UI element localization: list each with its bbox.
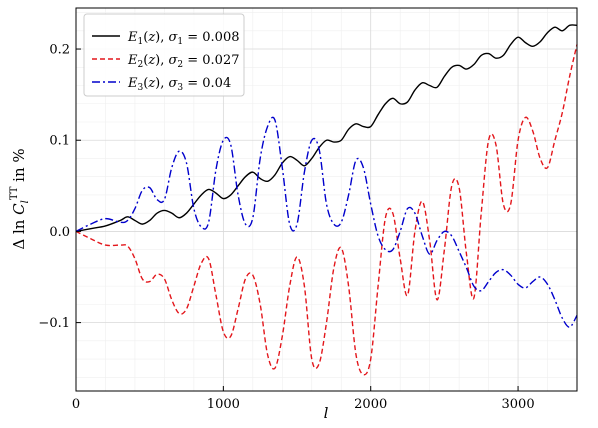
y-tick-label: −0.1 — [38, 316, 70, 331]
legend-box — [83, 13, 245, 97]
series-layer — [75, 24, 578, 376]
legend-label-e1: E1(z), σ1 = 0.008 — [127, 30, 240, 47]
tick-labels: 0 1000 2000 3000 −0.1 0.0 0.1 0.2 — [38, 43, 534, 412]
y-axis-title: Δ ln ClTT in % — [9, 148, 31, 249]
y-tick-label: 0.1 — [49, 134, 70, 149]
x-axis-title: l — [324, 404, 329, 422]
grid — [75, 8, 577, 391]
legend-label-e2: E2(z), σ2 = 0.027 — [127, 53, 240, 70]
x-tick-label: 3000 — [502, 397, 535, 412]
legend-label-e3: E3(z), σ3 = 0.04 — [127, 76, 231, 93]
series-line-e2 — [75, 44, 578, 376]
ticks — [75, 48, 519, 391]
series-line-e1 — [75, 24, 578, 233]
x-tick-label: 1000 — [207, 397, 240, 412]
series-line-e3 — [75, 116, 578, 328]
legend: E1(z), σ1 = 0.008 E2(z), σ2 = 0.027 E3(z… — [83, 13, 245, 97]
plot-frame — [75, 7, 578, 392]
x-tick-label: 2000 — [354, 397, 387, 412]
y-tick-label: 0.0 — [49, 225, 70, 240]
x-tick-label: 0 — [72, 397, 80, 412]
y-tick-label: 0.2 — [49, 43, 70, 58]
